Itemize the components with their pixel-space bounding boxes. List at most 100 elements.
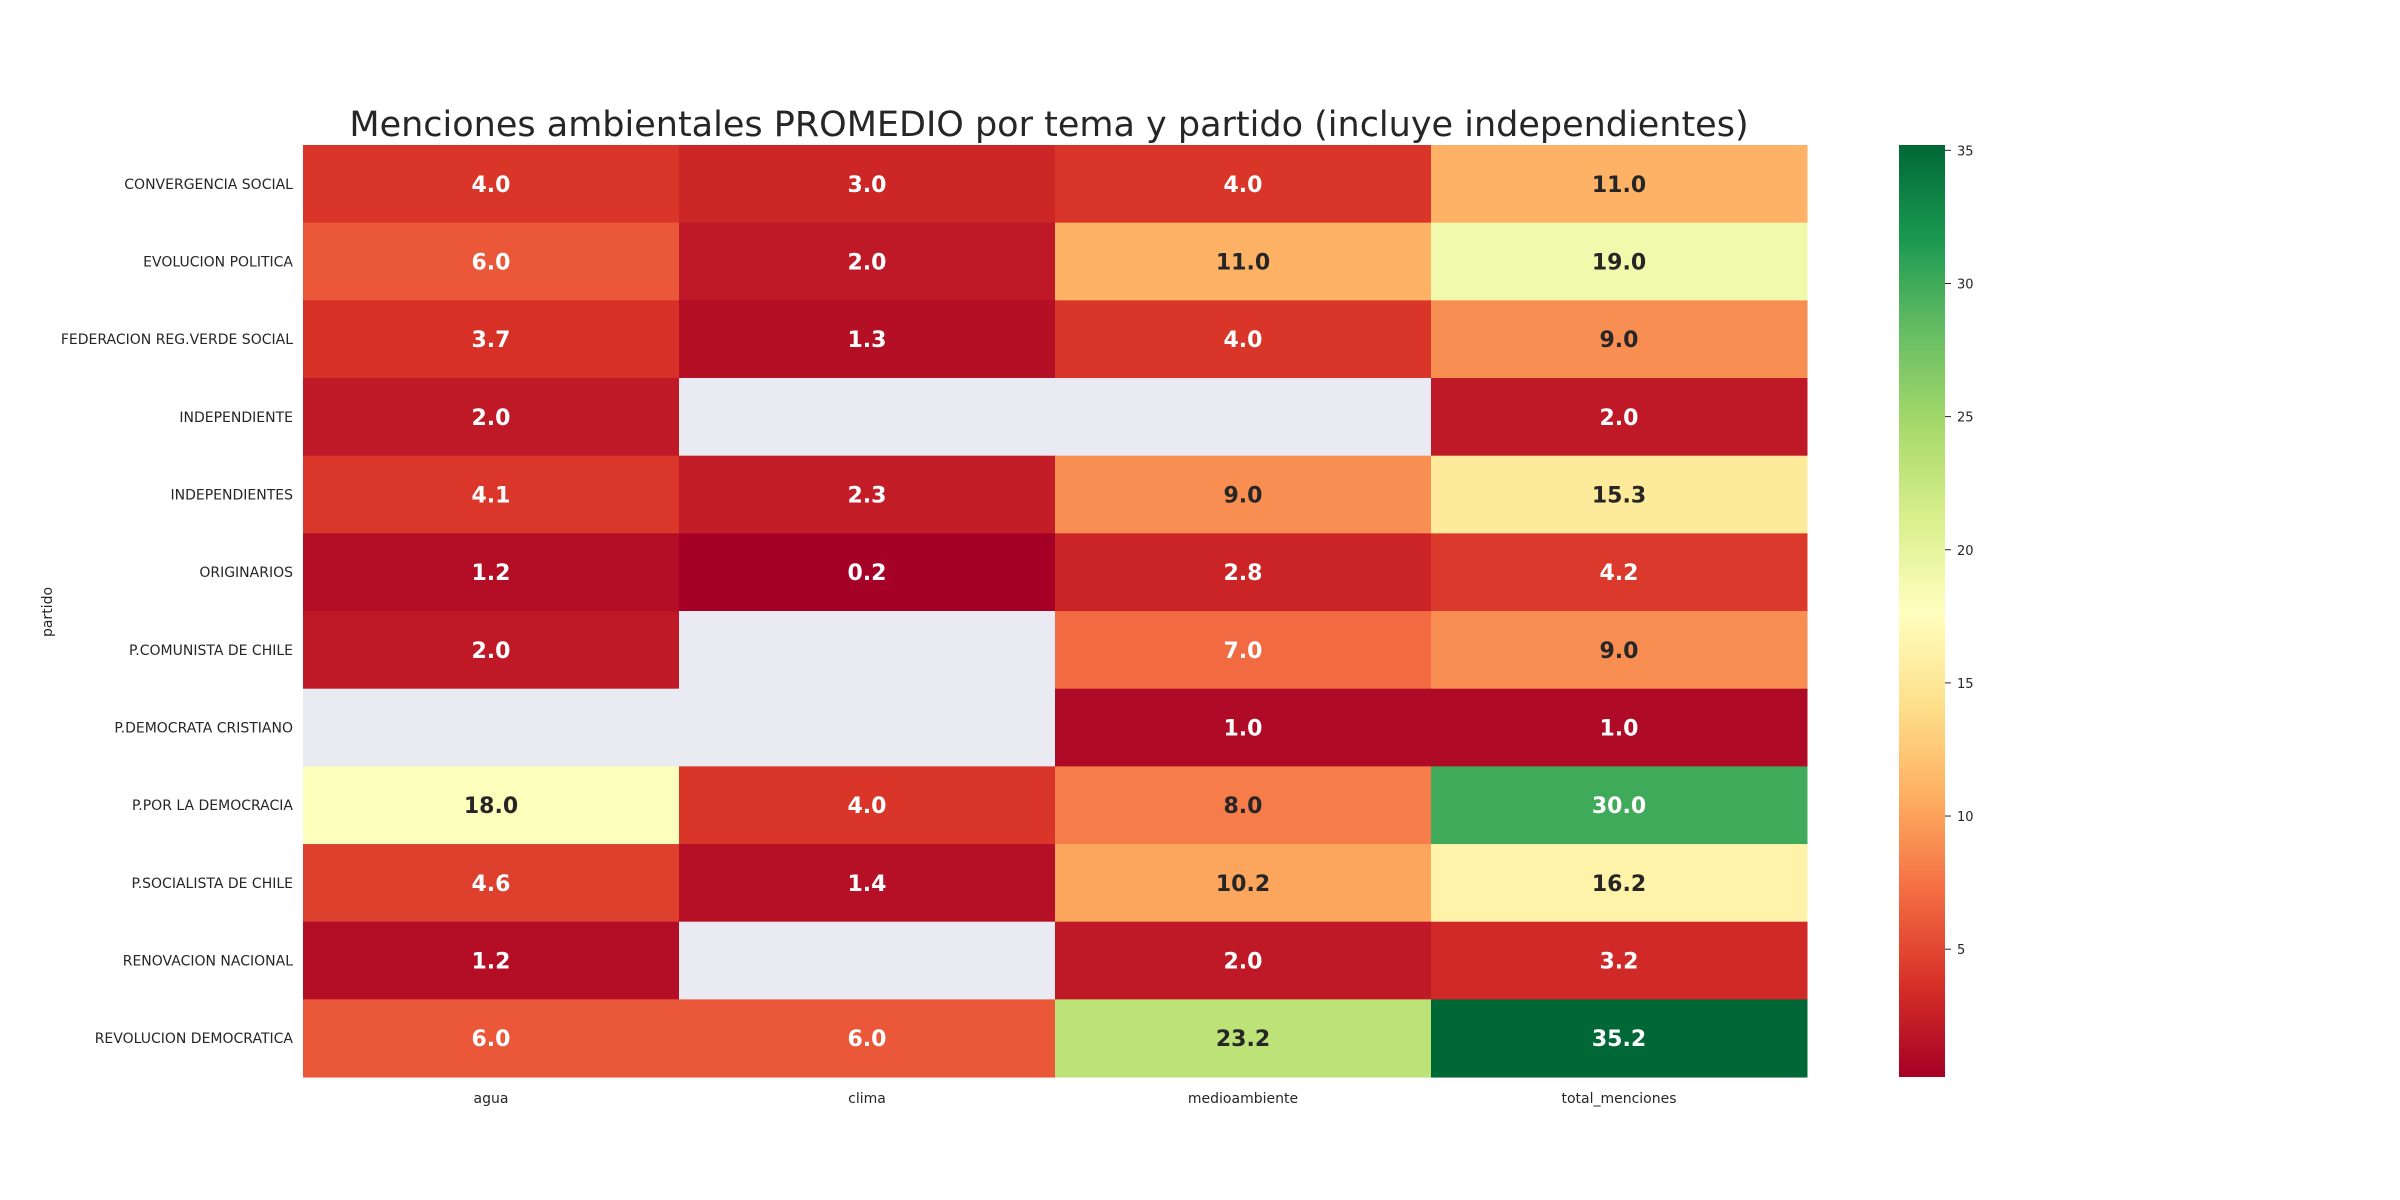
heatmap-cell bbox=[1431, 921, 1808, 1000]
heatmap-cell bbox=[1055, 688, 1432, 767]
heatmap-cell bbox=[679, 300, 1056, 379]
y-tick-label: ORIGINARIOS bbox=[199, 565, 293, 581]
cell-value-label: 8.0 bbox=[1224, 794, 1263, 819]
cell-value-label: 19.0 bbox=[1592, 251, 1646, 276]
y-tick-label: P.COMUNISTA DE CHILE bbox=[129, 643, 293, 659]
y-tick-label: EVOLUCION POLITICA bbox=[143, 255, 293, 271]
heatmap-cell bbox=[1055, 455, 1432, 534]
heatmap-cell bbox=[303, 533, 680, 612]
heatmap-cell bbox=[679, 222, 1056, 301]
heatmap-cell bbox=[679, 145, 1056, 224]
cell-value-label: 2.0 bbox=[1224, 950, 1263, 975]
cell-value-label: 23.2 bbox=[1216, 1027, 1270, 1052]
cell-value-label: 6.0 bbox=[848, 1027, 887, 1052]
cell-value-label: 2.0 bbox=[1600, 406, 1639, 431]
y-axis-label: partido bbox=[40, 587, 56, 637]
cell-value-label: 10.2 bbox=[1216, 872, 1270, 897]
heatmap-cell bbox=[679, 999, 1056, 1078]
cell-value-label: 9.0 bbox=[1224, 484, 1263, 509]
cell-value-label: 11.0 bbox=[1216, 251, 1270, 276]
cell-value-label: 1.0 bbox=[1600, 717, 1639, 742]
cell-value-label: 1.0 bbox=[1224, 717, 1263, 742]
heatmap-cell bbox=[303, 455, 680, 534]
cell-value-label: 3.2 bbox=[1600, 950, 1639, 975]
heatmap-cell bbox=[303, 921, 680, 1000]
heatmap-cell bbox=[303, 222, 680, 301]
cell-value-label: 1.3 bbox=[848, 328, 887, 353]
cell-value-label: 1.2 bbox=[472, 561, 511, 586]
heatmap-cell bbox=[1055, 378, 1432, 457]
cell-value-label: 7.0 bbox=[1224, 639, 1263, 664]
cell-value-label: 4.0 bbox=[1224, 328, 1263, 353]
cell-value-label: 4.0 bbox=[1224, 173, 1263, 198]
heatmap-cell bbox=[1055, 533, 1432, 612]
heatmap-cell bbox=[679, 766, 1056, 845]
cell-value-label: 1.4 bbox=[848, 872, 887, 897]
y-tick-label: CONVERGENCIA SOCIAL bbox=[124, 177, 293, 193]
cell-value-label: 4.1 bbox=[472, 484, 511, 509]
cell-value-label: 1.2 bbox=[472, 950, 511, 975]
heatmap-cell bbox=[1055, 222, 1432, 301]
heatmap-cell bbox=[303, 145, 680, 224]
heatmap-cell bbox=[1431, 222, 1808, 301]
heatmap-cell bbox=[303, 766, 680, 845]
y-tick-label: INDEPENDIENTE bbox=[179, 410, 293, 426]
cell-value-label: 6.0 bbox=[472, 1027, 511, 1052]
heatmap-cell bbox=[1431, 533, 1808, 612]
heatmap-cell bbox=[1055, 999, 1432, 1078]
cell-value-label: 2.3 bbox=[848, 484, 887, 509]
heatmap-cell bbox=[679, 688, 1056, 767]
heatmap-cell bbox=[679, 921, 1056, 1000]
x-tick-label: medioambiente bbox=[1188, 1091, 1298, 1107]
cell-value-label: 2.0 bbox=[848, 251, 887, 276]
heatmap-cell bbox=[1431, 844, 1808, 923]
heatmap-cell-labels: 4.0 3.0 4.0 11.0 6.0 2.0 11.0 19.0 3.7 1.3 4.0 9.0 2… bbox=[464, 173, 1646, 1052]
cell-value-label: 4.0 bbox=[472, 173, 511, 198]
x-tick-label: clima bbox=[848, 1091, 886, 1107]
y-tick-labels: CONVERGENCIA SOCIAL EVOLUCION POLITICA FED… bbox=[61, 177, 294, 1047]
cell-value-label: 4.0 bbox=[848, 794, 887, 819]
heatmap-cell bbox=[1055, 145, 1432, 224]
cell-value-label: 4.6 bbox=[472, 872, 511, 897]
x-tick-label: total_menciones bbox=[1561, 1091, 1676, 1107]
cell-value-label: 3.0 bbox=[848, 173, 887, 198]
heatmap-cell bbox=[303, 378, 680, 457]
heatmap-cell bbox=[1431, 455, 1808, 534]
heatmap-cell bbox=[679, 844, 1056, 923]
x-tick-labels: agua clima medioambiente total_menciones bbox=[474, 1091, 1677, 1107]
heatmap-cell bbox=[679, 533, 1056, 612]
colorbar-tick-label: 20 bbox=[1957, 544, 1974, 559]
heatmap-cell bbox=[303, 999, 680, 1078]
heatmap-cell bbox=[679, 378, 1056, 457]
heatmap-cell bbox=[1431, 688, 1808, 767]
heatmap-cell bbox=[1431, 145, 1808, 224]
heatmap-cell bbox=[1055, 766, 1432, 845]
heatmap-cell bbox=[679, 455, 1056, 534]
y-tick-label: P.DEMOCRATA CRISTIANO bbox=[114, 721, 293, 737]
heatmap-cell bbox=[1431, 300, 1808, 379]
colorbar-tick-label: 10 bbox=[1957, 810, 1974, 825]
heatmap-cell bbox=[679, 611, 1056, 690]
y-tick-label: P.POR LA DEMOCRACIA bbox=[132, 798, 293, 814]
cell-value-label: 6.0 bbox=[472, 251, 511, 276]
chart-title: Menciones ambientales PROMEDIO por tema … bbox=[349, 105, 1748, 145]
cell-value-label: 16.2 bbox=[1592, 872, 1646, 897]
cell-value-label: 4.2 bbox=[1600, 561, 1639, 586]
heatmap-cell bbox=[1431, 766, 1808, 845]
colorbar-tick-label: 30 bbox=[1957, 277, 1974, 292]
colorbar-tick-label: 5 bbox=[1957, 943, 1965, 958]
colorbar-tick-label: 35 bbox=[1957, 144, 1974, 159]
cell-value-label: 35.2 bbox=[1592, 1027, 1646, 1052]
colorbar-ticks: 5 10 15 20 25 30 35 bbox=[1945, 144, 1974, 958]
colorbar-tick-label: 15 bbox=[1957, 677, 1974, 692]
x-tick-label: agua bbox=[474, 1091, 509, 1107]
cell-value-label: 30.0 bbox=[1592, 794, 1646, 819]
heatmap-cell bbox=[1055, 844, 1432, 923]
cell-value-label: 2.8 bbox=[1224, 561, 1263, 586]
colorbar-tick-label: 25 bbox=[1957, 411, 1974, 426]
cell-value-label: 3.7 bbox=[472, 328, 511, 353]
y-tick-label: RENOVACION NACIONAL bbox=[123, 954, 293, 970]
cell-value-label: 0.2 bbox=[848, 561, 887, 586]
cell-value-label: 2.0 bbox=[472, 406, 511, 431]
